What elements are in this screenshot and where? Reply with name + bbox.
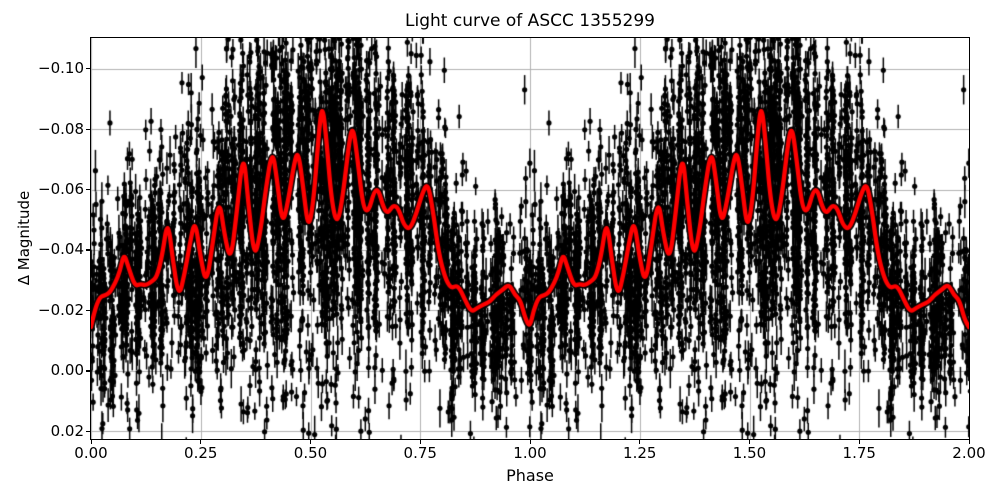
y-tick-mark [86, 430, 90, 433]
x-tick-mark [858, 440, 860, 444]
x-axis-label: Phase [506, 466, 554, 485]
y-tick-label: −0.08 [38, 119, 84, 138]
chart-title: Light curve of ASCC 1355299 [405, 11, 655, 31]
y-tick-label: 0.00 [50, 361, 84, 380]
y-tick-mark [86, 309, 90, 312]
y-tick-mark [86, 370, 90, 372]
x-tick-label: 1.50 [732, 444, 767, 462]
x-tick-mark [529, 440, 531, 444]
x-tick-mark [419, 440, 421, 444]
y-tick-mark [86, 189, 90, 191]
x-tick-mark [639, 440, 641, 444]
x-tick-label: 2.00 [952, 444, 986, 462]
x-tick-mark [310, 440, 312, 444]
plot-canvas [91, 38, 969, 439]
x-tick-label: 1.25 [623, 444, 657, 462]
y-tick-label: −0.02 [38, 300, 84, 319]
x-tick-label: 0.00 [74, 444, 108, 462]
x-tick-label: 0.50 [293, 444, 328, 462]
x-tick-mark [90, 440, 92, 444]
x-tick-mark [200, 440, 202, 444]
plot-area [90, 37, 970, 440]
y-tick-label: −0.10 [38, 59, 84, 78]
x-tick-label: 1.75 [842, 444, 876, 462]
y-tick-label: −0.06 [38, 180, 84, 198]
y-tick-label: −0.04 [38, 240, 84, 259]
y-tick-label: 0.02 [50, 421, 84, 440]
y-axis-label: Δ Magnitude [15, 190, 33, 286]
y-tick-mark [86, 68, 90, 70]
x-tick-label: 0.25 [184, 444, 218, 462]
x-tick-label: 1.00 [513, 444, 547, 462]
x-tick-mark [749, 440, 751, 444]
y-tick-mark [86, 128, 90, 130]
x-tick-label: 0.75 [403, 444, 437, 462]
x-tick-mark [968, 440, 970, 444]
y-tick-mark [86, 249, 90, 251]
